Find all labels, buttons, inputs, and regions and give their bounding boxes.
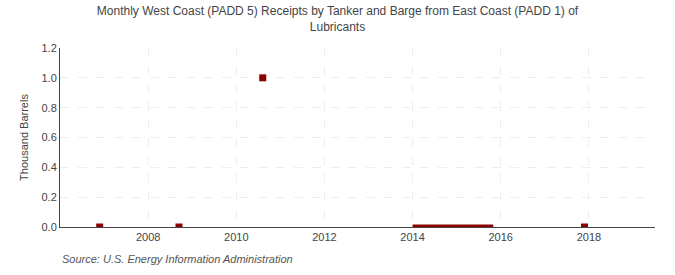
svg-text:0.0: 0.0 [42, 221, 57, 233]
svg-text:Thousand Barrels: Thousand Barrels [18, 94, 30, 181]
svg-text:Source: U.S. Energy Informatio: Source: U.S. Energy Information Administ… [62, 253, 293, 265]
svg-text:2018: 2018 [577, 231, 601, 243]
svg-text:2016: 2016 [488, 231, 512, 243]
svg-text:Monthly West Coast (PADD 5) Re: Monthly West Coast (PADD 5) Receipts by … [97, 4, 579, 34]
svg-text:2008: 2008 [136, 231, 160, 243]
svg-text:1.2: 1.2 [42, 42, 57, 54]
svg-text:2012: 2012 [312, 231, 336, 243]
svg-text:0.2: 0.2 [42, 191, 57, 203]
svg-text:1.0: 1.0 [42, 72, 57, 84]
svg-text:0.8: 0.8 [42, 102, 57, 114]
svg-text:0.4: 0.4 [42, 161, 57, 173]
svg-text:2014: 2014 [400, 231, 424, 243]
svg-text:2010: 2010 [224, 231, 248, 243]
svg-text:0.6: 0.6 [42, 131, 57, 143]
